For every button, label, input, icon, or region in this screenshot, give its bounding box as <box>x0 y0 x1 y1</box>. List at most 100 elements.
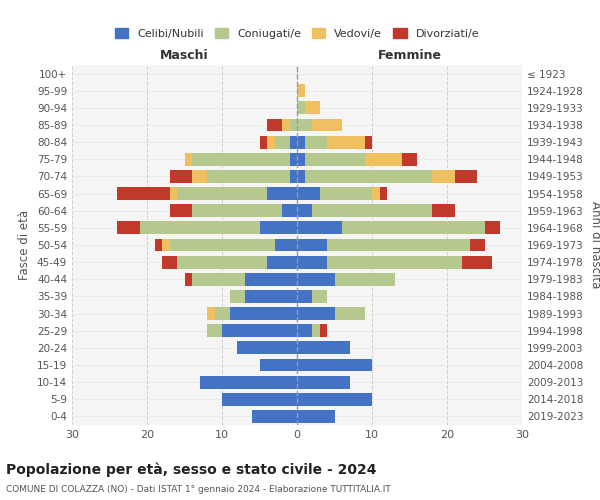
Bar <box>290 136 297 148</box>
Bar <box>470 238 485 252</box>
Y-axis label: Anni di nascita: Anni di nascita <box>589 202 600 288</box>
Bar <box>297 238 327 252</box>
Bar <box>365 153 402 166</box>
Legend: Celibi/Nubili, Coniugati/e, Vedovi/e, Divorziati/e: Celibi/Nubili, Coniugati/e, Vedovi/e, Di… <box>110 24 484 44</box>
Bar <box>192 273 245 285</box>
Bar <box>372 187 380 200</box>
Bar <box>207 170 290 183</box>
Bar <box>162 256 177 268</box>
Bar <box>327 238 470 252</box>
Bar <box>267 256 297 268</box>
Bar <box>222 324 297 337</box>
Bar <box>455 170 477 183</box>
Bar <box>282 204 297 217</box>
Text: Femmine: Femmine <box>377 48 442 62</box>
Bar <box>177 256 267 268</box>
Bar <box>297 324 312 337</box>
Bar <box>155 238 162 252</box>
Bar <box>215 307 229 320</box>
Bar <box>297 170 305 183</box>
Bar <box>327 136 365 148</box>
Bar <box>192 204 282 217</box>
Bar <box>170 238 275 252</box>
Bar <box>185 273 192 285</box>
Bar <box>297 102 305 114</box>
Bar <box>222 393 297 406</box>
Bar <box>297 204 312 217</box>
Bar <box>275 238 297 252</box>
Bar <box>245 290 297 303</box>
Bar <box>297 410 335 423</box>
Bar <box>229 307 297 320</box>
Bar <box>432 204 455 217</box>
Bar <box>297 290 312 303</box>
Bar <box>170 187 177 200</box>
Bar <box>297 187 320 200</box>
Bar <box>312 290 327 303</box>
Bar <box>252 410 297 423</box>
Bar <box>305 136 327 148</box>
Bar <box>305 153 365 166</box>
Bar <box>297 222 342 234</box>
Bar <box>162 238 170 252</box>
Bar <box>185 153 192 166</box>
Bar <box>207 324 222 337</box>
Bar <box>297 376 349 388</box>
Bar <box>297 256 327 268</box>
Bar <box>177 187 267 200</box>
Bar <box>320 187 372 200</box>
Bar <box>267 187 297 200</box>
Bar <box>305 170 432 183</box>
Bar <box>297 118 312 132</box>
Text: Popolazione per età, sesso e stato civile - 2024: Popolazione per età, sesso e stato civil… <box>6 462 377 477</box>
Bar <box>297 153 305 166</box>
Bar <box>282 118 290 132</box>
Bar <box>432 170 455 183</box>
Bar <box>267 136 275 148</box>
Bar <box>290 153 297 166</box>
Bar <box>207 307 215 320</box>
Bar <box>297 307 335 320</box>
Bar <box>320 324 327 337</box>
Bar <box>297 273 335 285</box>
Bar <box>245 273 297 285</box>
Bar <box>297 358 372 372</box>
Bar <box>462 256 492 268</box>
Bar <box>365 136 372 148</box>
Bar <box>260 136 267 148</box>
Bar <box>312 324 320 337</box>
Bar <box>139 222 260 234</box>
Bar <box>117 222 139 234</box>
Bar <box>342 222 485 234</box>
Bar <box>260 222 297 234</box>
Bar <box>290 170 297 183</box>
Bar <box>327 256 462 268</box>
Bar <box>297 393 372 406</box>
Bar <box>305 102 320 114</box>
Bar <box>297 342 349 354</box>
Bar <box>402 153 417 166</box>
Text: Maschi: Maschi <box>160 48 209 62</box>
Bar <box>199 376 297 388</box>
Bar <box>237 342 297 354</box>
Bar <box>267 118 282 132</box>
Bar <box>485 222 499 234</box>
Bar <box>380 187 387 200</box>
Bar <box>312 118 342 132</box>
Bar <box>170 170 192 183</box>
Bar <box>192 153 290 166</box>
Bar <box>290 118 297 132</box>
Bar <box>275 136 290 148</box>
Bar <box>117 187 170 200</box>
Bar <box>260 358 297 372</box>
Bar <box>170 204 192 217</box>
Bar <box>335 273 395 285</box>
Bar <box>192 170 207 183</box>
Y-axis label: Fasce di età: Fasce di età <box>19 210 31 280</box>
Bar <box>297 136 305 148</box>
Bar <box>297 84 305 97</box>
Text: COMUNE DI COLAZZA (NO) - Dati ISTAT 1° gennaio 2024 - Elaborazione TUTTITALIA.IT: COMUNE DI COLAZZA (NO) - Dati ISTAT 1° g… <box>6 485 391 494</box>
Bar <box>335 307 365 320</box>
Bar <box>312 204 432 217</box>
Bar <box>229 290 245 303</box>
